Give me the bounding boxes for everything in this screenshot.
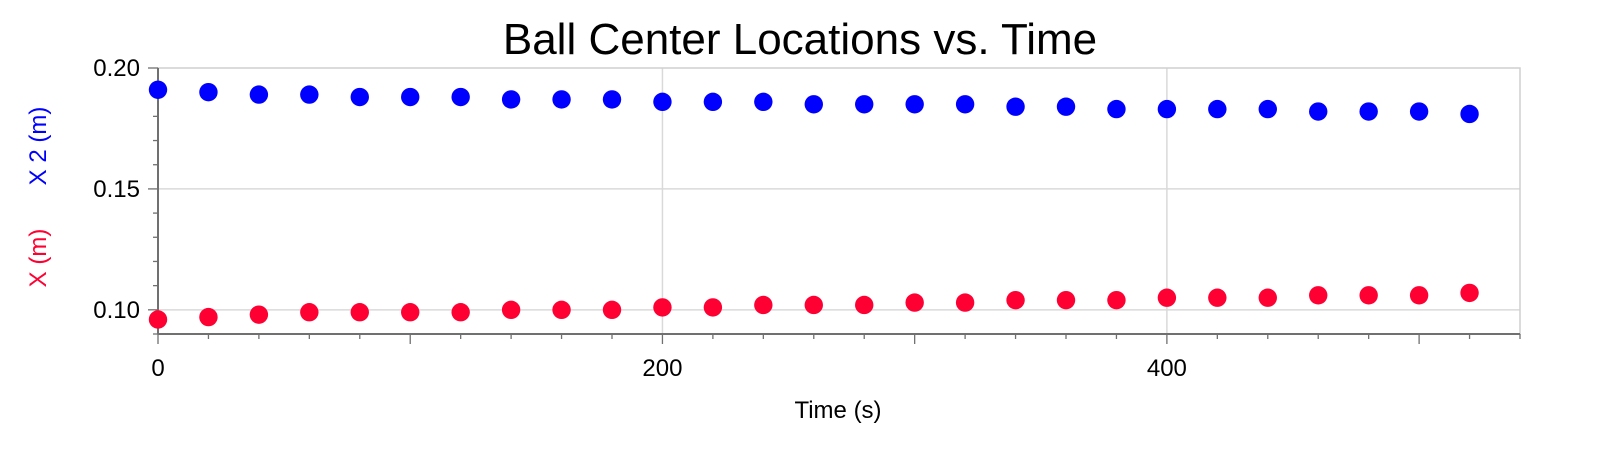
x2-series-point-6 — [451, 87, 470, 107]
x-series-point-5 — [401, 303, 420, 322]
x-series-point-11 — [703, 298, 723, 317]
x2-series-point-4 — [350, 87, 369, 107]
x-series-point-24 — [1359, 286, 1378, 305]
x-series-point-19 — [1107, 290, 1126, 310]
x2-series-point-7 — [501, 90, 521, 109]
x-series-point-1 — [199, 307, 218, 327]
y-axis-labels: X 2 (m) X (m) — [25, 107, 52, 288]
x2-series-point-16 — [955, 95, 975, 114]
x-series-point-16 — [955, 293, 975, 312]
x-series-point-8 — [552, 300, 571, 320]
x-series-point-9 — [602, 300, 622, 320]
x2-series-point-21 — [1208, 99, 1227, 119]
x2-series-point-22 — [1258, 99, 1277, 119]
x2-series-point-14 — [855, 95, 874, 114]
x-series-point-26 — [1460, 283, 1479, 303]
x-series-point-22 — [1258, 288, 1277, 307]
x2-series-point-15 — [905, 95, 924, 114]
x2-series-point-13 — [804, 95, 823, 114]
x2-series-point-18 — [1056, 97, 1076, 116]
x-series-point-14 — [855, 295, 874, 315]
x2-series-point-25 — [1409, 102, 1429, 121]
x-series-point-21 — [1208, 288, 1227, 307]
x2-series-point-3 — [300, 85, 319, 104]
minor-ticks — [148, 67, 1521, 344]
x-series-point-0 — [148, 310, 168, 329]
x-tick-label-0: 0 — [151, 355, 164, 382]
x2-series-point-8 — [552, 90, 571, 109]
x-series-point-7 — [501, 300, 521, 320]
y-axis-label-x: X (m) — [25, 229, 52, 288]
y-tick-label-0: 0.10 — [93, 297, 140, 324]
x2-series-point-10 — [653, 92, 672, 112]
x-series-point-13 — [804, 295, 823, 315]
y-tick-label-2: 0.20 — [93, 55, 140, 82]
x-series-point-2 — [249, 305, 269, 324]
x-series-point-25 — [1409, 286, 1429, 305]
y-tick-labels: 0.10 0.15 0.20 — [93, 55, 140, 324]
x-axis-label: Time (s) — [794, 397, 881, 424]
x-series-point-20 — [1157, 288, 1177, 307]
x2-series-point-5 — [401, 87, 420, 107]
x-series-point-17 — [1006, 290, 1025, 310]
x-tick-labels: 0 200 400 — [151, 355, 1187, 382]
x2-series-point-24 — [1359, 102, 1378, 121]
x-series-point-6 — [451, 303, 470, 322]
x2-series-point-2 — [249, 85, 269, 104]
plot-frame — [157, 67, 1521, 335]
x-series-point-15 — [905, 293, 924, 312]
x-series-point-12 — [754, 295, 773, 315]
x-tick-label-1: 200 — [642, 355, 682, 382]
x-tick-label-2: 400 — [1147, 355, 1187, 382]
x2-series-point-12 — [754, 92, 773, 112]
x-series-point-23 — [1309, 286, 1328, 305]
x-series-point-3 — [300, 303, 319, 322]
data-points — [148, 80, 1479, 329]
y-tick-label-1: 0.15 — [93, 176, 140, 203]
x2-series-point-20 — [1157, 99, 1177, 119]
x-series-point-18 — [1056, 290, 1076, 310]
x2-series-point-11 — [703, 92, 723, 112]
x2-series-point-1 — [199, 82, 218, 102]
x-series-point-4 — [350, 303, 369, 322]
x2-series-point-19 — [1107, 99, 1126, 119]
chart-title: Ball Center Locations vs. Time — [503, 15, 1097, 64]
x-series-point-10 — [653, 298, 672, 317]
y-axis-label-x2: X 2 (m) — [25, 107, 52, 186]
x2-series-point-0 — [148, 80, 168, 99]
x2-series-point-26 — [1460, 104, 1479, 124]
x2-series-point-17 — [1006, 97, 1025, 116]
x2-series-point-9 — [602, 90, 622, 109]
x2-series-point-23 — [1309, 102, 1328, 121]
